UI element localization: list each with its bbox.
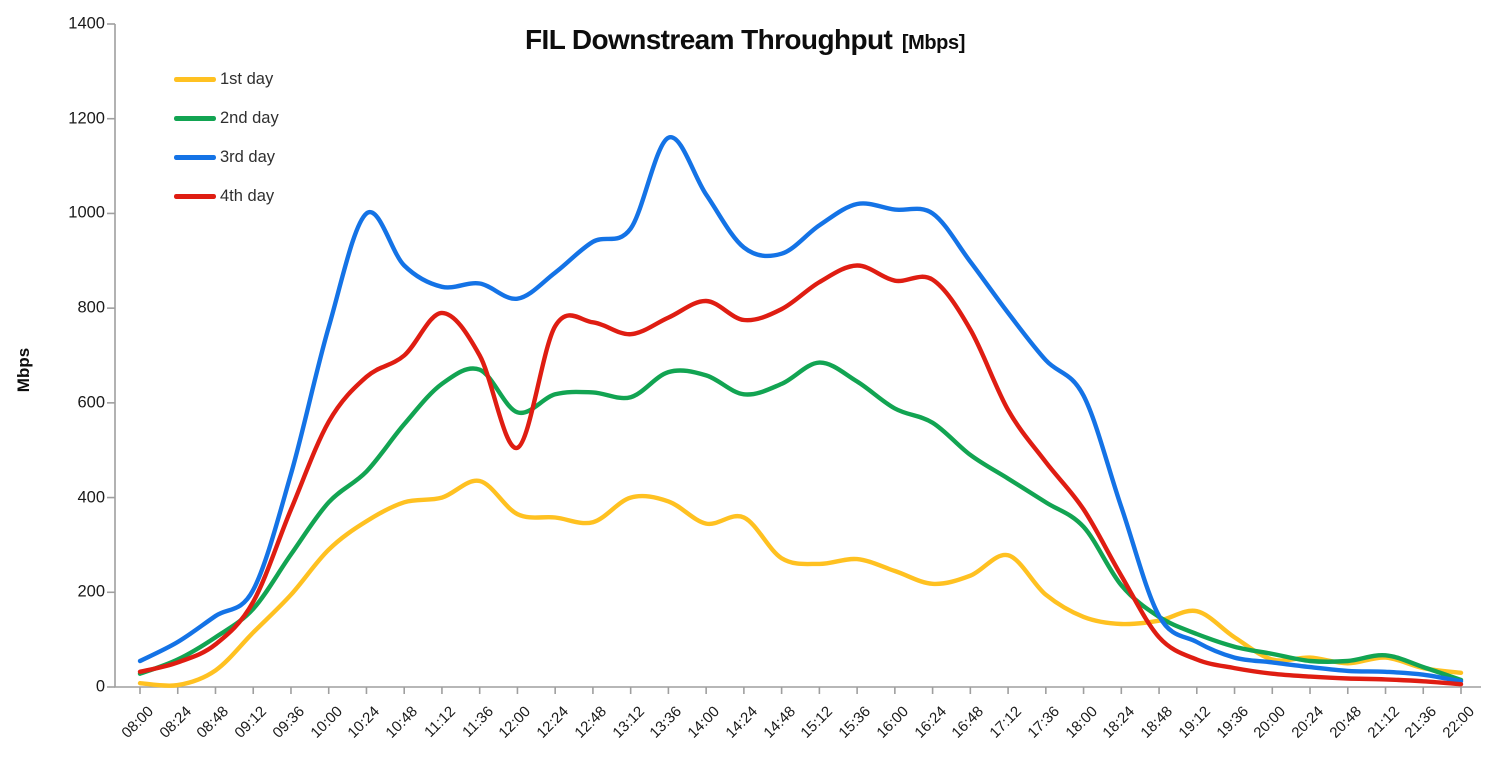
chart-title-text: FIL Downstream Throughput — [525, 24, 893, 55]
y-tick-label: 200 — [77, 582, 105, 601]
y-tick-label: 0 — [95, 677, 105, 696]
legend-swatch-1st-day — [174, 77, 216, 82]
y-tick-label: 1000 — [68, 203, 105, 222]
series-line-2nd-day — [137, 360, 1464, 683]
legend-label: 1st day — [220, 70, 274, 88]
series-line-4th-day — [137, 263, 1464, 687]
legend-label: 2nd day — [220, 109, 279, 127]
legend-label: 4th day — [220, 187, 275, 205]
chart-title: FIL Downstream Throughput [Mbps] — [525, 24, 965, 56]
y-tick-label: 600 — [77, 393, 105, 412]
legend-item-4th-day: 4th day — [174, 177, 279, 216]
legend-item-2nd-day: 2nd day — [174, 99, 279, 138]
legend: 1st day 2nd day 3rd day 4th day — [174, 60, 279, 216]
legend-item-1st-day: 1st day — [174, 60, 279, 99]
series-line-3rd-day — [137, 135, 1464, 684]
series-line-1st-day — [137, 478, 1464, 688]
legend-label: 3rd day — [220, 148, 276, 166]
legend-swatch-3rd-day — [174, 155, 216, 160]
y-axis-title: Mbps — [14, 347, 33, 393]
y-tick-label: 800 — [77, 298, 105, 317]
y-tick-label: 400 — [77, 488, 105, 507]
legend-swatch-4th-day — [174, 194, 216, 199]
legend-swatch-2nd-day — [174, 116, 216, 121]
legend-item-3rd-day: 3rd day — [174, 138, 279, 177]
y-tick-label: 1200 — [68, 109, 105, 128]
chart-title-unit: [Mbps] — [901, 32, 966, 54]
y-tick-label: 1400 — [68, 14, 105, 33]
